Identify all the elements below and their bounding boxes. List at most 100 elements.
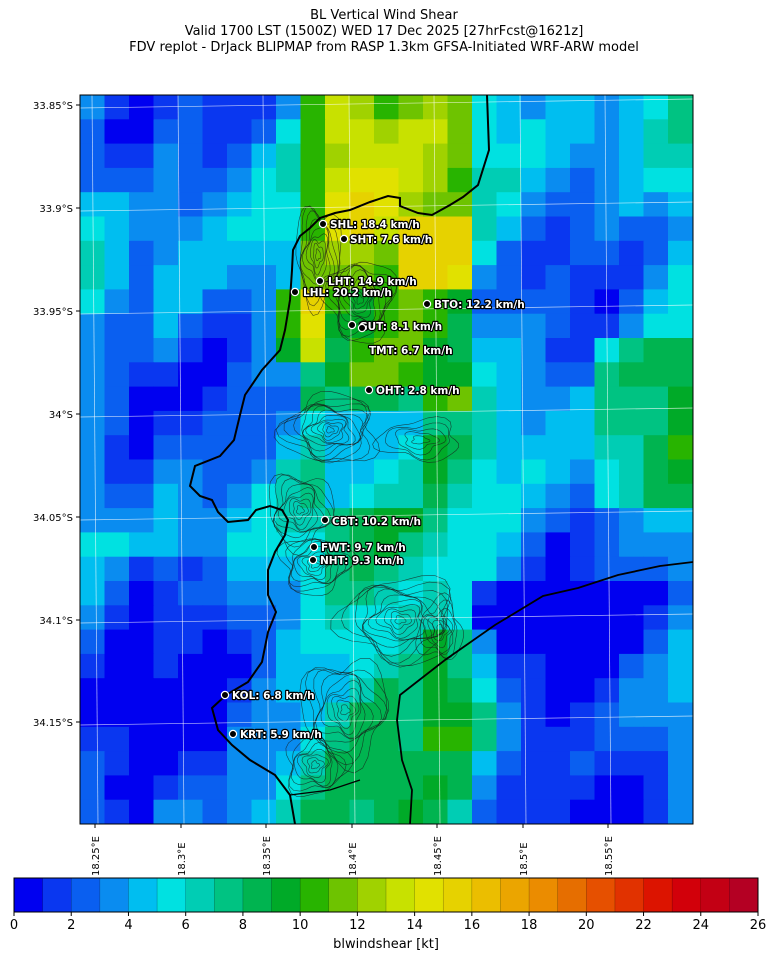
raster-cell [325, 362, 351, 388]
raster-cell [129, 362, 155, 388]
raster-cell [276, 95, 302, 120]
colorbar-tick-label: 12 [349, 918, 366, 933]
contour-line [331, 695, 360, 729]
raster-cell [496, 167, 522, 193]
raster-cell [349, 751, 375, 776]
contour-line [311, 760, 320, 770]
raster-cell [104, 167, 130, 193]
raster-cell [227, 313, 253, 339]
raster-cell [349, 532, 375, 558]
colorbar-swatch [300, 878, 330, 912]
raster-cell [202, 289, 228, 315]
raster-cell [349, 338, 375, 363]
raster-cell [80, 605, 106, 631]
raster-cell [202, 532, 228, 558]
raster-cell [668, 386, 693, 412]
station-label-tmt: TMT: 6.7 km/h [369, 345, 453, 357]
raster-cell [496, 726, 522, 752]
raster-cell [276, 629, 302, 655]
raster-cell [178, 192, 204, 218]
raster-cell [570, 216, 596, 242]
raster-cell [325, 678, 351, 704]
raster-cell [178, 216, 204, 242]
raster-cell [129, 240, 155, 266]
raster-cell [594, 216, 620, 242]
raster-cell [472, 483, 498, 509]
raster-cell [496, 605, 522, 631]
station-marker-tmt [357, 323, 367, 333]
raster-cell [202, 386, 228, 412]
raster-cell [129, 386, 155, 412]
raster-cell [472, 265, 498, 290]
raster-cell [496, 459, 522, 485]
raster-cell [619, 289, 645, 315]
raster-cell [153, 799, 179, 824]
raster-cell [570, 751, 596, 776]
raster-cell [374, 508, 400, 533]
raster-cell [129, 653, 155, 679]
raster-cell [570, 167, 596, 193]
raster-cell [325, 508, 351, 533]
raster-cell [104, 775, 130, 801]
raster-cell [129, 483, 155, 509]
raster-cell [496, 362, 522, 388]
colorbar-swatch [643, 878, 673, 912]
raster-cell [643, 459, 669, 485]
raster-cell [129, 410, 155, 436]
lon-tick-label: 18.4°E [348, 842, 359, 876]
raster-cell [129, 289, 155, 315]
raster-cell [643, 216, 669, 242]
raster-cell [325, 581, 351, 606]
raster-cell [276, 313, 302, 339]
raster-cell [80, 240, 106, 266]
raster-cell [227, 119, 253, 145]
raster-cell [398, 483, 424, 509]
raster-cell [496, 751, 522, 776]
raster-cell [472, 119, 498, 145]
contour-line [283, 403, 372, 464]
raster-cell [178, 751, 204, 776]
raster-cell [349, 240, 375, 266]
raster-cell [80, 775, 106, 801]
raster-cell [202, 629, 228, 655]
raster-cell [300, 95, 326, 120]
raster-cell [80, 556, 106, 582]
raster-cell [227, 240, 253, 266]
raster-cell [570, 240, 596, 266]
contour-line [293, 545, 333, 583]
colorbar-swatch [185, 878, 215, 912]
raster-cell [643, 799, 669, 824]
raster-cell [521, 459, 547, 485]
raster-cell [423, 410, 449, 436]
raster-cell [202, 678, 228, 704]
raster-cell [472, 362, 498, 388]
raster-cell [447, 313, 473, 339]
contour-line [293, 403, 369, 463]
meridian-line [262, 95, 270, 824]
raster-cell [349, 435, 375, 461]
raster-cell [447, 726, 473, 752]
raster-cell [104, 556, 130, 582]
raster-cell [374, 119, 400, 145]
raster-cell [276, 581, 302, 606]
contour-line [293, 741, 333, 787]
contour-line [394, 615, 407, 625]
lon-tick-label: 18.35°E [262, 836, 273, 876]
raster-cell [80, 410, 106, 436]
raster-cell [423, 751, 449, 776]
raster-cell [447, 799, 473, 824]
raster-cell [325, 629, 351, 655]
raster-cell [496, 799, 522, 824]
raster-cell [398, 653, 424, 679]
raster-cell [521, 605, 547, 631]
contour-line [273, 474, 335, 548]
raster-cell [104, 605, 130, 631]
raster-cell [251, 483, 277, 509]
raster-cell [129, 265, 155, 290]
raster-cell [80, 313, 106, 339]
raster-cell [129, 508, 155, 533]
raster-cell [643, 143, 669, 169]
raster-cell [325, 459, 351, 485]
raster-cell [423, 629, 449, 655]
